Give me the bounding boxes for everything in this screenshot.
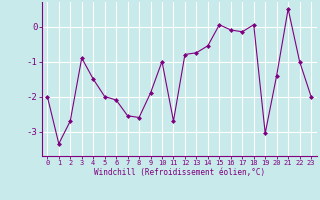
X-axis label: Windchill (Refroidissement éolien,°C): Windchill (Refroidissement éolien,°C)	[94, 168, 265, 177]
